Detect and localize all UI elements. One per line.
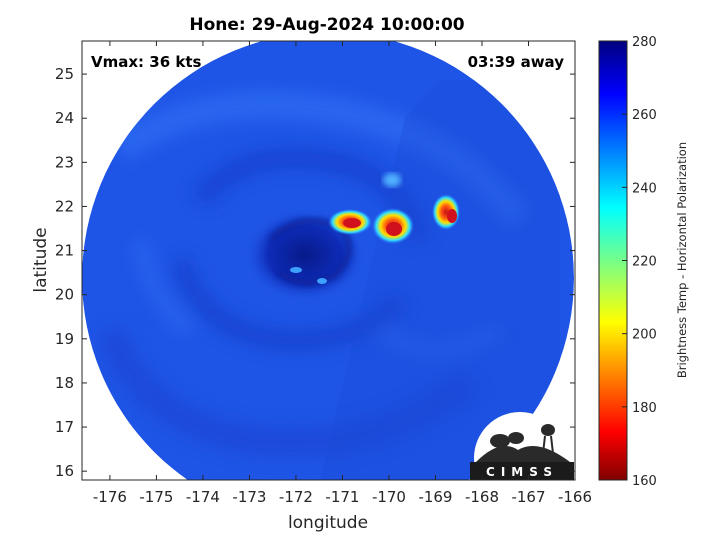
- y-axis: 16 17 18 19 20 21 22 23 24 25: [55, 65, 575, 480]
- y-tick-label: 19: [55, 330, 74, 348]
- x-tick-label: -170: [372, 488, 406, 506]
- plot-frame: [81, 40, 576, 481]
- colorbar-label: Brightness Temp - Horizontal Polarizatio…: [675, 142, 689, 378]
- x-tick-label: -174: [186, 488, 220, 506]
- y-tick-label: 25: [55, 65, 74, 83]
- x-axis-label: longitude: [288, 513, 368, 533]
- y-axis-label: latitude: [31, 227, 51, 292]
- x-tick-label: -167: [511, 488, 545, 506]
- y-tick-label: 23: [55, 153, 74, 171]
- vmax-label: Vmax: 36 kts: [91, 53, 201, 71]
- cimss-logo: CIMSS: [470, 412, 574, 480]
- x-tick-label: -166: [558, 488, 592, 506]
- time-label: 03:39 away: [468, 53, 565, 71]
- x-tick-label: -171: [325, 488, 359, 506]
- colorbar-ticks: 160 180 200 220 240 260 280: [622, 35, 657, 489]
- colorbar-tick-label: 220: [632, 255, 657, 270]
- plot-title: Hone: 29-Aug-2024 10:00:00: [189, 15, 464, 35]
- colorbar-tick-label: 200: [632, 328, 657, 343]
- y-tick-label: 22: [55, 197, 74, 215]
- y-tick-label: 16: [55, 462, 74, 480]
- y-tick-label: 18: [55, 374, 74, 392]
- y-tick-label: 24: [55, 109, 74, 127]
- microwave-swath: CIMSS: [82, 41, 574, 480]
- colorbar-tick-label: 180: [632, 401, 657, 416]
- y-tick-label: 17: [55, 418, 74, 436]
- colorbar-tick-label: 280: [632, 35, 657, 50]
- x-tick-label: -169: [418, 488, 452, 506]
- cimss-logo-text: CIMSS: [486, 465, 558, 479]
- x-axis: -176 -175 -174 -173 -172 -171 -170 -169 -168 -167…: [93, 41, 592, 506]
- x-tick-label: -168: [465, 488, 499, 506]
- colorbar-tick-label: 240: [632, 181, 657, 196]
- x-tick-label: -176: [93, 488, 127, 506]
- colorbar-tick-label: 160: [632, 474, 657, 489]
- x-tick-label: -172: [279, 488, 313, 506]
- y-tick-label: 21: [55, 242, 74, 260]
- x-tick-label: -175: [139, 488, 173, 506]
- colorbar-tick-label: 260: [632, 108, 657, 123]
- x-tick-label: -173: [232, 488, 266, 506]
- y-tick-label: 20: [55, 286, 74, 304]
